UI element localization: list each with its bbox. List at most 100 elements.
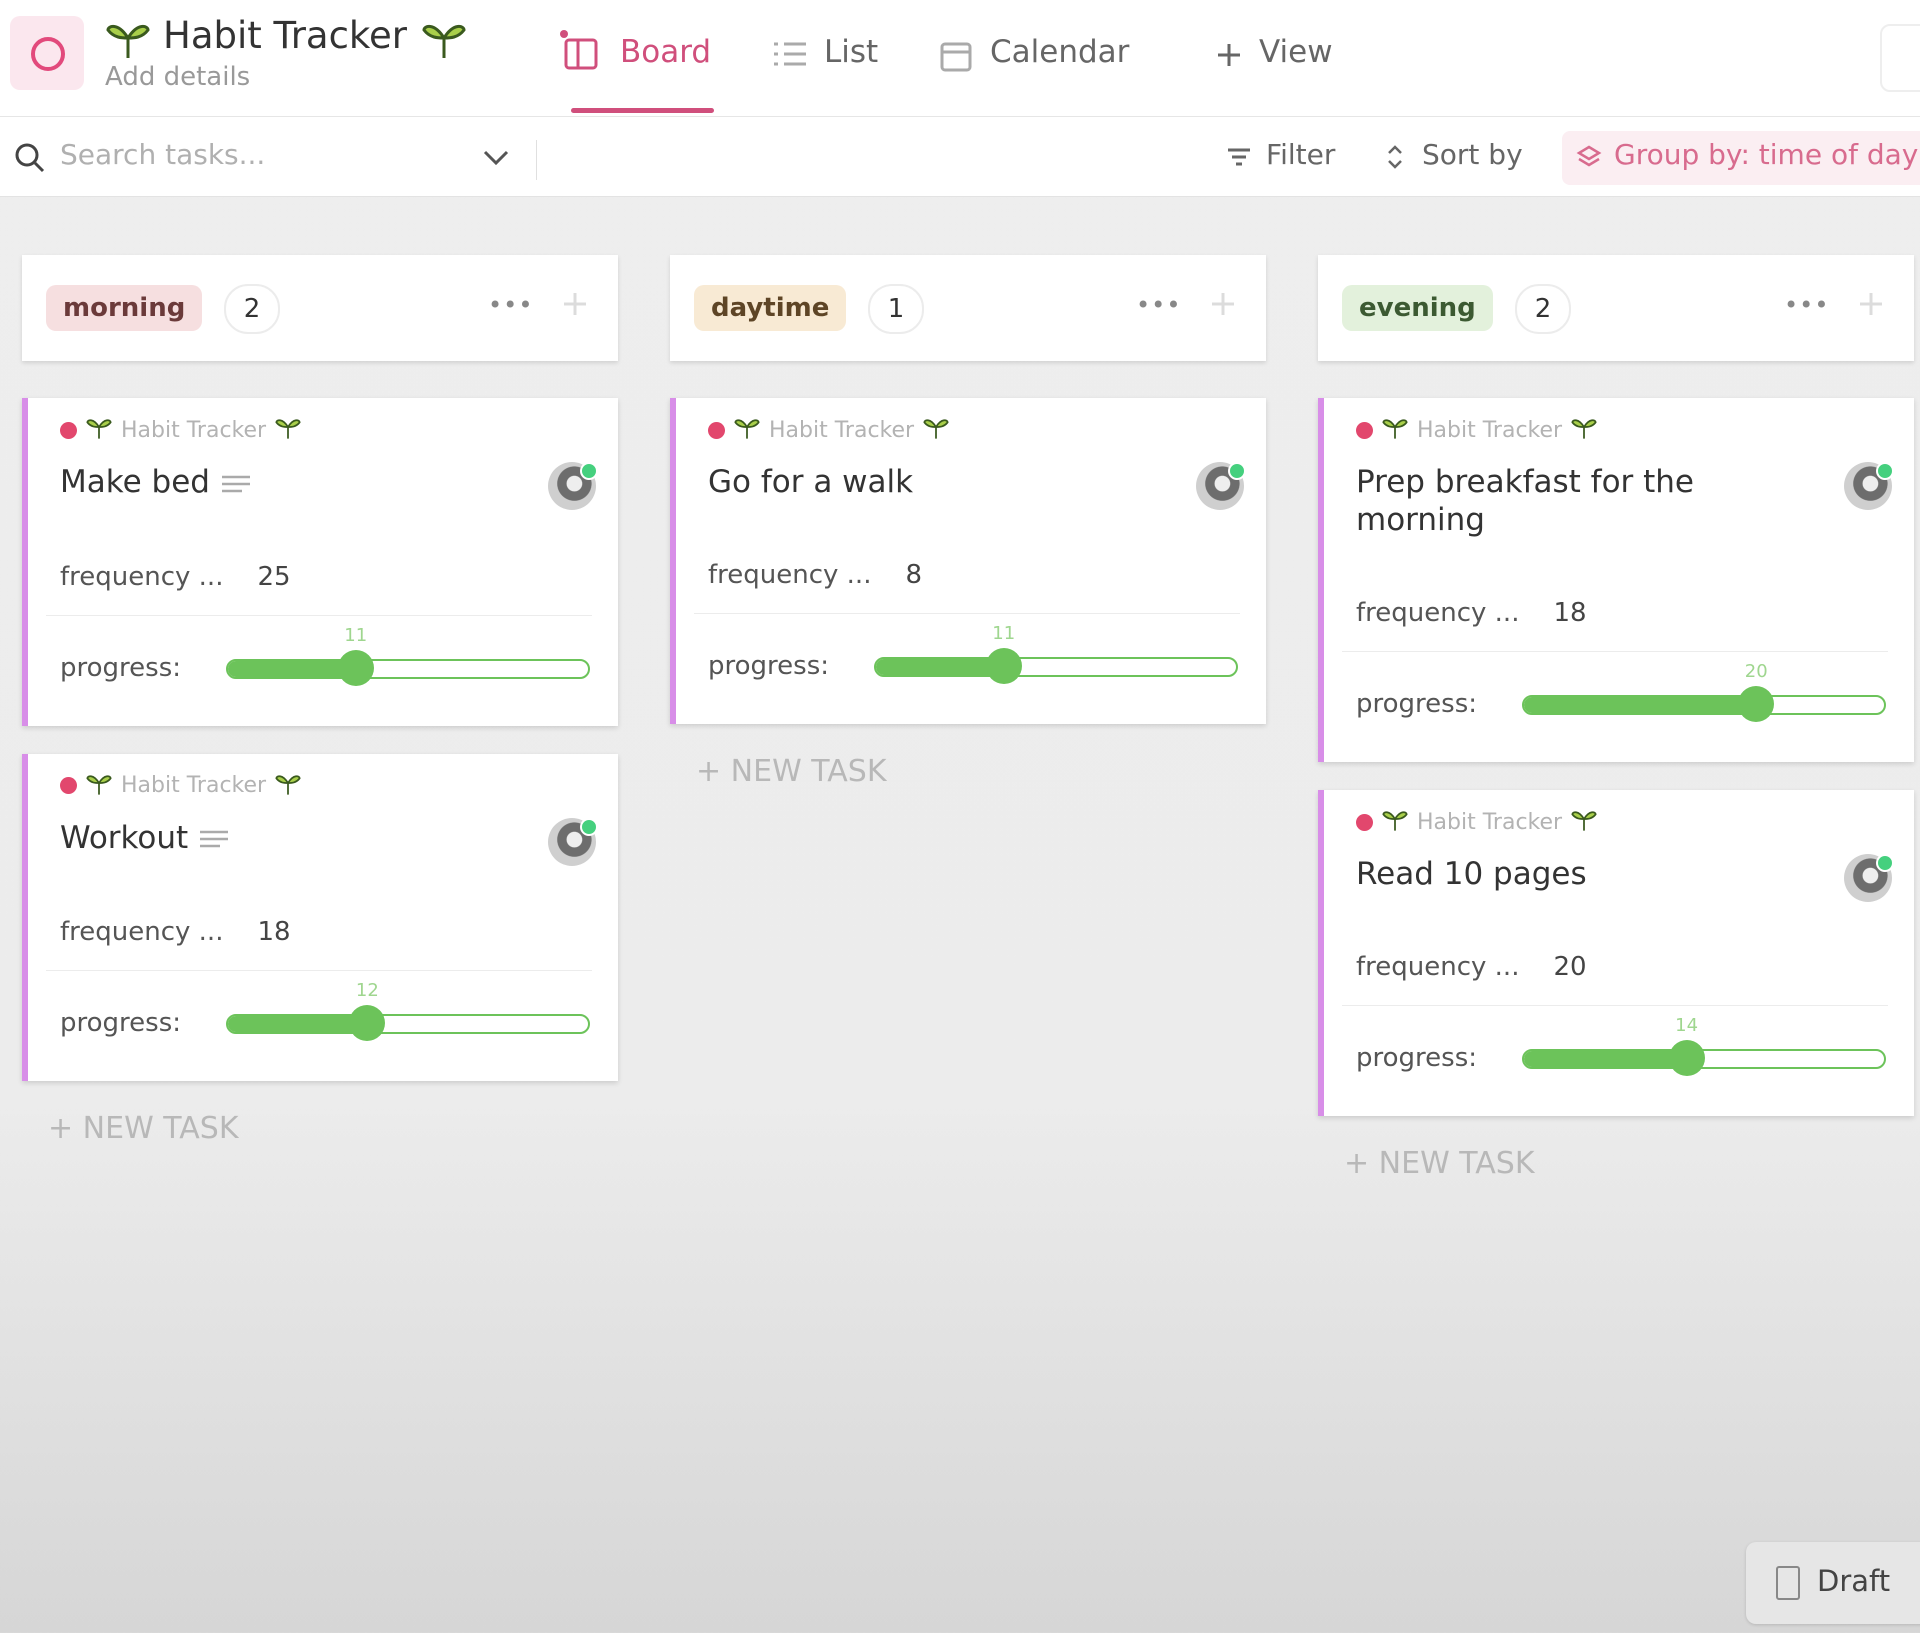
progress-label: progress: xyxy=(60,652,181,683)
group-tag: daytime xyxy=(694,285,847,331)
description-icon xyxy=(200,821,229,857)
status-dot xyxy=(1356,813,1373,831)
assignee-avatar[interactable] xyxy=(548,817,598,866)
add-details[interactable]: Add details xyxy=(105,62,251,92)
task-card[interactable]: Habit Tracker Prep breakfast for the morn… xyxy=(1318,398,1914,762)
task-title[interactable]: Workout xyxy=(60,819,592,859)
sprout-icon xyxy=(1381,414,1409,446)
group-label: Group by: time of day xyxy=(1614,138,1919,171)
new-task-button[interactable]: + NEW TASK xyxy=(1344,1146,1535,1181)
progress-knob[interactable] xyxy=(349,1005,386,1041)
assignee-avatar[interactable] xyxy=(548,462,598,510)
progress-fill xyxy=(228,660,356,677)
description-icon xyxy=(221,466,250,502)
new-task-button[interactable]: + NEW TASK xyxy=(48,1111,239,1146)
task-count: 2 xyxy=(224,284,280,334)
sprout-icon xyxy=(274,414,302,446)
status-dot xyxy=(1356,421,1373,439)
progress-row: progress: 14 xyxy=(1356,1015,1888,1088)
status-dot xyxy=(708,421,725,439)
progress-row: progress: 20 xyxy=(1356,661,1888,734)
sprout-icon xyxy=(274,770,302,802)
progress-fill xyxy=(228,1016,368,1032)
frequency-row: frequency ... 8 xyxy=(708,557,1240,593)
progress-fill xyxy=(1524,697,1757,713)
sprout-icon xyxy=(85,770,113,802)
divider xyxy=(46,970,592,971)
task-location: Habit Tracker xyxy=(60,415,592,445)
more-button[interactable]: ••• xyxy=(488,291,534,319)
progress-slider[interactable]: 12 xyxy=(226,980,590,1041)
new-task-button[interactable]: + NEW TASK xyxy=(696,754,887,789)
task-card[interactable]: Habit Tracker Workout frequency ... 18 progr… xyxy=(22,753,618,1081)
tab-calendar[interactable]: Calendar xyxy=(990,34,1130,70)
settings-button[interactable] xyxy=(1880,24,1920,92)
progress-value: 11 xyxy=(344,624,368,646)
task-card[interactable]: Habit Tracker Read 10 pages frequency ... 2… xyxy=(1318,790,1914,1116)
more-button[interactable]: ••• xyxy=(1784,291,1830,319)
group-button[interactable] xyxy=(1562,131,1920,185)
task-location: Habit Tracker xyxy=(1356,415,1888,445)
status-dot xyxy=(60,777,77,794)
progress-fill xyxy=(1524,1051,1687,1067)
progress-slider[interactable]: 11 xyxy=(874,623,1238,684)
task-title[interactable]: Read 10 pages xyxy=(1356,856,1587,892)
frequency-value: 18 xyxy=(1553,598,1587,628)
progress-knob[interactable] xyxy=(337,649,374,686)
assignee-avatar[interactable] xyxy=(1196,462,1246,510)
task-card[interactable]: Habit Tracker Make bed frequency ... 25 prog… xyxy=(22,398,618,726)
assignee-avatar[interactable] xyxy=(1844,854,1894,902)
tab-board[interactable]: Board xyxy=(620,34,712,70)
progress-knob[interactable] xyxy=(985,648,1022,684)
sprout-icon xyxy=(422,25,466,58)
frequency-value: 25 xyxy=(257,561,291,592)
progress-label: progress: xyxy=(1356,1043,1477,1073)
progress-label: progress: xyxy=(708,651,829,681)
list-name: Habit Tracker xyxy=(769,417,915,443)
search-icon xyxy=(15,143,45,173)
board-icon xyxy=(560,30,598,70)
sort-button[interactable]: Sort by xyxy=(1422,138,1523,171)
page-title[interactable]: Habit Tracker xyxy=(163,14,408,57)
header-bar: Habit Tracker Add details Board List Cal… xyxy=(0,0,1920,117)
column: morning 2 ••• Habit Tracker Make bed frequenc… xyxy=(22,255,618,1146)
chevron-icon[interactable] xyxy=(482,148,510,168)
group-tag: evening xyxy=(1342,285,1493,331)
draft-button[interactable]: Draft xyxy=(1746,1542,1920,1624)
assignee-avatar[interactable] xyxy=(1844,462,1894,510)
sprout-icon xyxy=(1381,806,1409,838)
tab-view[interactable]: View xyxy=(1259,34,1333,70)
draft-icon xyxy=(1776,1566,1800,1600)
task-title[interactable]: Prep breakfast for the morning xyxy=(1356,464,1695,538)
task-card[interactable]: Habit Tracker Go for a walk frequency ... 8… xyxy=(670,398,1266,724)
tab-underline xyxy=(571,108,714,113)
progress-value: 14 xyxy=(1675,1015,1699,1036)
progress-knob[interactable] xyxy=(1668,1040,1705,1076)
more-button[interactable]: ••• xyxy=(1136,291,1182,319)
filter-button[interactable]: Filter xyxy=(1266,138,1336,171)
progress-knob[interactable] xyxy=(1738,686,1775,722)
progress-label: progress: xyxy=(60,1008,181,1038)
calendar-icon xyxy=(940,42,972,72)
add-button[interactable] xyxy=(1858,291,1884,317)
progress-slider[interactable]: 11 xyxy=(226,625,590,686)
progress-slider[interactable]: 14 xyxy=(1522,1015,1886,1076)
list-name: Habit Tracker xyxy=(121,417,267,443)
add-button[interactable] xyxy=(562,291,588,317)
progress-slider[interactable]: 20 xyxy=(1522,661,1886,722)
progress-value: 11 xyxy=(992,623,1016,644)
sprout-icon xyxy=(106,25,150,58)
list-name: Habit Tracker xyxy=(1417,809,1563,835)
space-icon[interactable] xyxy=(10,16,84,90)
column: daytime 1 ••• Habit Tracker Go for a walk fre… xyxy=(670,255,1266,789)
tab-list[interactable]: List xyxy=(824,34,879,70)
filter-icon xyxy=(1228,148,1250,166)
space-icon-ring xyxy=(31,37,65,71)
sprout-icon xyxy=(1570,414,1598,446)
task-title[interactable]: Go for a walk xyxy=(708,464,914,500)
divider xyxy=(1342,1005,1888,1006)
add-button[interactable] xyxy=(1210,291,1236,317)
task-title[interactable]: Make bed xyxy=(60,463,592,503)
search-input[interactable]: Search tasks... xyxy=(60,138,266,171)
